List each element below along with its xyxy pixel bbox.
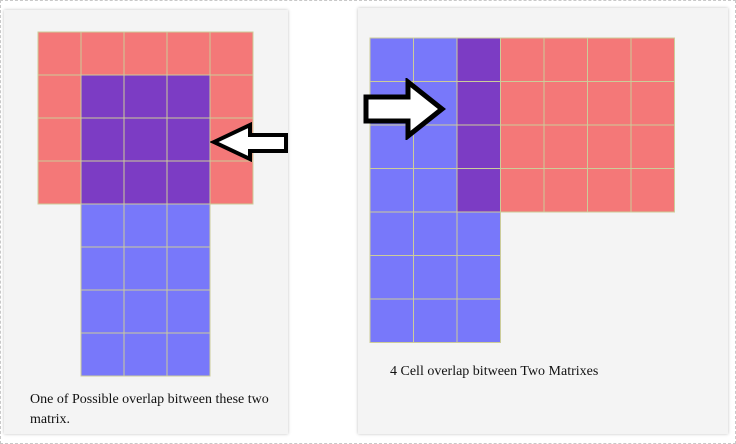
overlap-cell bbox=[123, 74, 168, 119]
red-cell bbox=[123, 31, 168, 76]
blue-cell bbox=[80, 332, 125, 377]
overlap-cell bbox=[456, 168, 501, 213]
red-cell bbox=[209, 160, 254, 205]
blue-cell bbox=[413, 124, 458, 169]
overlap-cell bbox=[456, 37, 501, 82]
red-cell bbox=[630, 37, 675, 82]
overlap-cell bbox=[123, 160, 168, 205]
red-cell bbox=[166, 31, 211, 76]
overlap-cell bbox=[166, 117, 211, 162]
left-matrix-grid bbox=[37, 31, 254, 377]
blue-cell bbox=[80, 289, 125, 334]
blue-cell bbox=[369, 211, 414, 256]
red-cell bbox=[37, 74, 82, 119]
red-cell bbox=[630, 81, 675, 126]
blue-cell bbox=[123, 246, 168, 291]
right-caption: 4 Cell overlap bitween Two Matrixes bbox=[390, 364, 599, 379]
red-cell bbox=[500, 37, 545, 82]
overlap-cell bbox=[123, 117, 168, 162]
blue-cell bbox=[413, 211, 458, 256]
right-panel: 4 Cell overlap bitween Two Matrixes bbox=[358, 8, 728, 434]
blue-cell bbox=[456, 255, 501, 300]
overlap-cell bbox=[166, 160, 211, 205]
overlap-cell bbox=[456, 124, 501, 169]
red-cell bbox=[500, 81, 545, 126]
red-cell bbox=[543, 168, 588, 213]
red-cell bbox=[587, 168, 632, 213]
red-cell bbox=[500, 168, 545, 213]
blue-cell bbox=[369, 37, 414, 82]
overlap-cell bbox=[166, 74, 211, 119]
blue-cell bbox=[166, 203, 211, 248]
blue-cell bbox=[413, 298, 458, 343]
red-cell bbox=[209, 31, 254, 76]
overlap-cell bbox=[80, 117, 125, 162]
red-cell bbox=[37, 31, 82, 76]
blue-cell bbox=[413, 168, 458, 213]
blue-cell bbox=[456, 211, 501, 256]
red-cell bbox=[587, 81, 632, 126]
overlap-cell bbox=[80, 74, 125, 119]
red-cell bbox=[80, 31, 125, 76]
right-matrix-grid bbox=[369, 37, 675, 343]
red-cell bbox=[543, 81, 588, 126]
right-arrow-icon bbox=[363, 78, 446, 140]
left-arrow-icon bbox=[210, 122, 288, 162]
red-cell bbox=[587, 124, 632, 169]
blue-cell bbox=[369, 168, 414, 213]
blue-cell bbox=[413, 37, 458, 82]
blue-cell bbox=[456, 298, 501, 343]
overlap-cell bbox=[456, 81, 501, 126]
blue-cell bbox=[369, 255, 414, 300]
blue-cell bbox=[166, 246, 211, 291]
blue-cell bbox=[123, 332, 168, 377]
red-cell bbox=[630, 124, 675, 169]
red-cell bbox=[500, 124, 545, 169]
left-caption: One of Possible overlap bitween these tw… bbox=[30, 392, 269, 427]
red-cell bbox=[37, 117, 82, 162]
red-cell bbox=[587, 37, 632, 82]
blue-cell bbox=[123, 203, 168, 248]
blue-cell bbox=[413, 255, 458, 300]
blue-cell bbox=[123, 289, 168, 334]
red-cell bbox=[543, 124, 588, 169]
red-cell bbox=[543, 37, 588, 82]
overlap-cell bbox=[80, 160, 125, 205]
blue-cell bbox=[80, 246, 125, 291]
red-cell bbox=[37, 160, 82, 205]
blue-cell bbox=[80, 203, 125, 248]
left-panel: One of Possible overlap bitween these tw… bbox=[4, 10, 288, 434]
blue-cell bbox=[369, 298, 414, 343]
red-cell bbox=[209, 74, 254, 119]
blue-cell bbox=[166, 289, 211, 334]
red-cell bbox=[630, 168, 675, 213]
blue-cell bbox=[166, 332, 211, 377]
